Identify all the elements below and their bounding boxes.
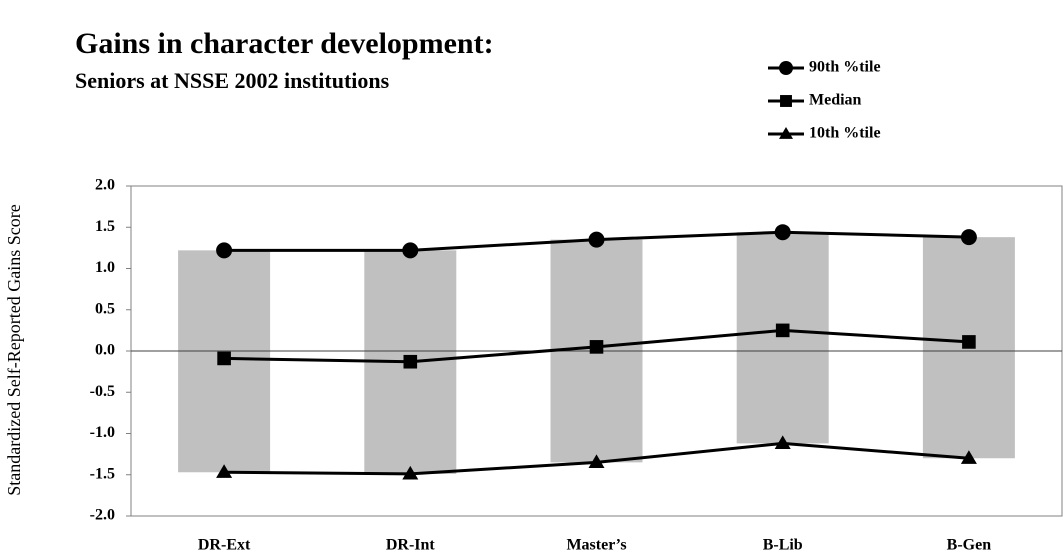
y-tick-label: -0.5 — [90, 383, 115, 400]
x-tick-label: B-Lib — [763, 537, 803, 554]
marker — [774, 435, 791, 449]
marker — [403, 354, 418, 369]
marker — [589, 340, 604, 354]
x-tick-label: DR-Ext — [198, 537, 251, 554]
y-tick-label: 0.5 — [95, 300, 115, 317]
marker — [402, 465, 419, 480]
marker — [588, 454, 605, 468]
y-tick-label: 2.0 — [95, 177, 115, 194]
marker — [962, 335, 976, 349]
y-tick-label: 1.0 — [95, 259, 115, 276]
range-bar — [736, 232, 829, 444]
legend-label: 90th %tile — [809, 59, 881, 76]
marker — [779, 127, 793, 139]
legend-label: Median — [809, 92, 862, 109]
marker — [774, 224, 791, 241]
marker — [588, 231, 605, 248]
marker — [779, 61, 793, 75]
marker — [780, 95, 792, 107]
y-tick-label: -2.0 — [90, 507, 115, 524]
y-axis-label: Standardized Self-Reported Gains Score — [4, 204, 24, 495]
y-tick-label: 1.5 — [95, 218, 115, 235]
marker — [775, 323, 790, 338]
marker — [216, 464, 233, 478]
legend-label: 10th %tile — [809, 125, 881, 142]
y-tick-label: 0.0 — [95, 342, 115, 359]
x-tick-label: B-Gen — [947, 537, 992, 554]
marker — [960, 229, 977, 246]
marker — [216, 242, 233, 259]
marker — [217, 351, 231, 366]
marker — [402, 242, 419, 259]
x-tick-label: Master’s — [566, 537, 626, 554]
y-tick-label: -1.5 — [90, 465, 115, 482]
x-tick-label: DR-Int — [386, 537, 436, 554]
y-tick-label: -1.0 — [90, 424, 115, 441]
chart-subtitle: Seniors at NSSE 2002 institutions — [75, 68, 390, 93]
chart-title: Gains in character development: — [75, 27, 494, 60]
marker — [960, 450, 977, 464]
